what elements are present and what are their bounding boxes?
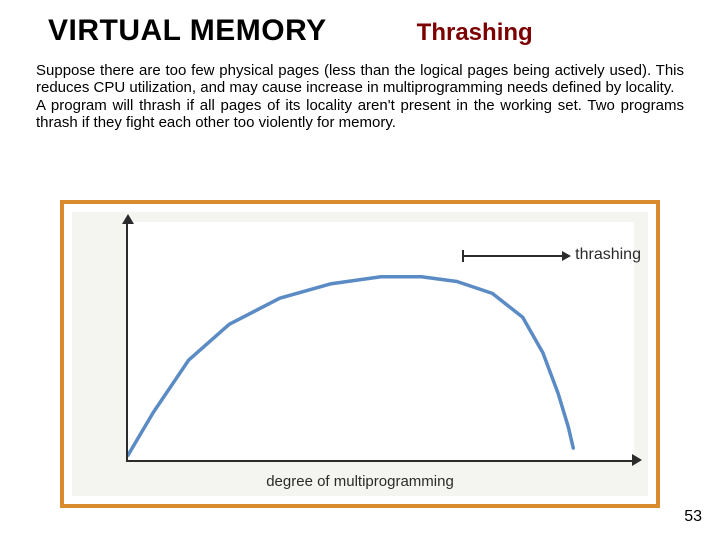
- page-title: VIRTUAL MEMORY: [48, 14, 327, 48]
- paragraph-2: A program will thrash if all pages of it…: [36, 97, 684, 132]
- x-axis-label: degree of multiprogramming: [266, 473, 454, 490]
- plot-area: thrashing: [126, 222, 634, 462]
- utilization-curve: [128, 277, 573, 456]
- thrashing-annotation-label: thrashing: [575, 246, 641, 264]
- paragraph-1: Suppose there are too few physical pages…: [36, 62, 684, 97]
- thrashing-annotation-line: [462, 255, 563, 257]
- figure-panel: CPU utilization degree of multiprogrammi…: [72, 212, 648, 496]
- page-subtitle: Thrashing: [417, 19, 533, 47]
- page-number: 53: [684, 508, 702, 526]
- curve-svg: [128, 222, 634, 460]
- thrashing-annotation-arrowhead: [562, 251, 571, 261]
- thrashing-figure: CPU utilization degree of multiprogrammi…: [60, 200, 660, 508]
- body-text: Suppose there are too few physical pages…: [0, 48, 720, 131]
